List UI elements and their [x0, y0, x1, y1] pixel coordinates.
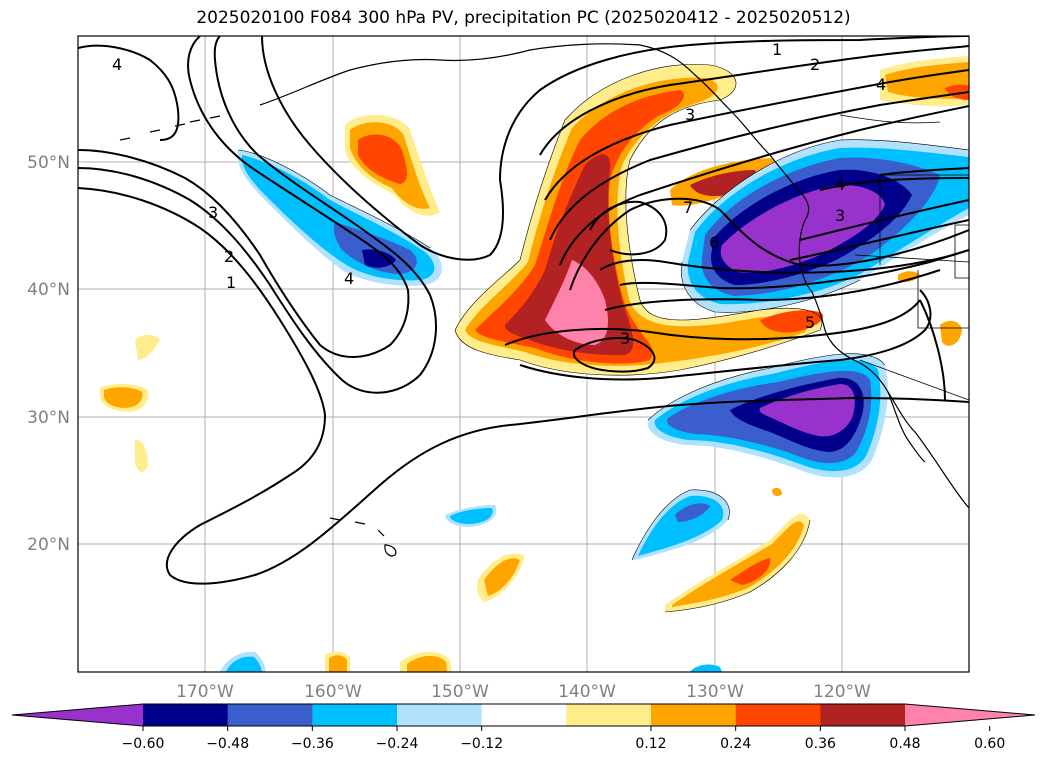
colorbar-segment: [312, 704, 398, 726]
colorbar-segment: [143, 704, 229, 726]
colorbar-tick-label: −0.24: [376, 736, 419, 752]
lat-label: 40°N: [27, 280, 70, 300]
pv-label: 5: [805, 313, 815, 332]
colorbar-tick-label: −0.48: [206, 736, 249, 752]
colorbar-segment: [735, 704, 821, 726]
pv-label: 6: [709, 233, 719, 252]
colorbar-tick-label: 0.24: [720, 736, 751, 752]
lon-label: 170°W: [176, 682, 234, 702]
pv-label: 7: [683, 198, 693, 217]
precip-negative-shading: [220, 139, 969, 672]
map-title: 2025020100 F084 300 hPa PV, precipitatio…: [196, 8, 851, 28]
pv-label: 2: [224, 247, 234, 266]
colorbar-tick-label: 0.36: [805, 736, 836, 752]
longitude-labels: 170°W 160°W 150°W 140°W 130°W 120°W: [176, 682, 871, 702]
lon-label: 160°W: [304, 682, 362, 702]
colorbar-extend-max: [905, 704, 1035, 726]
pv-label: 4: [344, 269, 354, 288]
lat-label: 30°N: [27, 408, 70, 428]
colorbar: −0.60 −0.48 −0.36 −0.24 −0.12 0.12 0.24 0.36 0.4…: [11, 703, 1036, 752]
lon-label: 140°W: [558, 682, 616, 702]
pv-label: 1: [772, 40, 782, 59]
colorbar-tick-label: −0.12: [460, 736, 503, 752]
lat-label: 50°N: [27, 153, 70, 173]
pv-contours: [78, 36, 969, 585]
latitude-labels: 50°N 40°N 30°N 20°N: [27, 153, 70, 555]
colorbar-tick-label: −0.36: [291, 736, 334, 752]
pv-label: 1: [226, 273, 236, 292]
lon-label: 130°W: [686, 682, 744, 702]
colorbar-extend-min: [12, 704, 143, 726]
colorbar-segment: [566, 704, 652, 726]
colorbar-segment: [397, 704, 483, 726]
colorbar-tick-label: 0.12: [635, 736, 666, 752]
pv-label: 4: [835, 175, 845, 194]
colorbar-tick-label: 0.60: [974, 736, 1005, 752]
colorbar-tick-label: −0.60: [122, 736, 165, 752]
map-frame: [77, 35, 970, 673]
pv-contour-labels: 1 2 4 3 2 1 3 4 7 6 5 3 3 4 4: [112, 40, 886, 348]
pv-label: 4: [112, 55, 122, 74]
colorbar-segment: [651, 704, 737, 726]
pv-label: 3: [620, 329, 630, 348]
colorbar-segment: [820, 704, 906, 726]
colorbar-tick-label: 0.48: [889, 736, 920, 752]
pv-label: 3: [208, 203, 218, 222]
pv-label: 2: [810, 55, 820, 74]
colorbar-segment: [227, 704, 313, 726]
lon-label: 120°W: [813, 682, 871, 702]
pv-label: 3: [835, 206, 845, 225]
precip-positive-shading: [100, 56, 969, 672]
colorbar-segment: [481, 704, 567, 726]
lon-label: 150°W: [431, 682, 489, 702]
pv-label: 4: [876, 75, 886, 94]
lat-label: 20°N: [27, 535, 70, 555]
pv-label: 3: [685, 105, 695, 124]
